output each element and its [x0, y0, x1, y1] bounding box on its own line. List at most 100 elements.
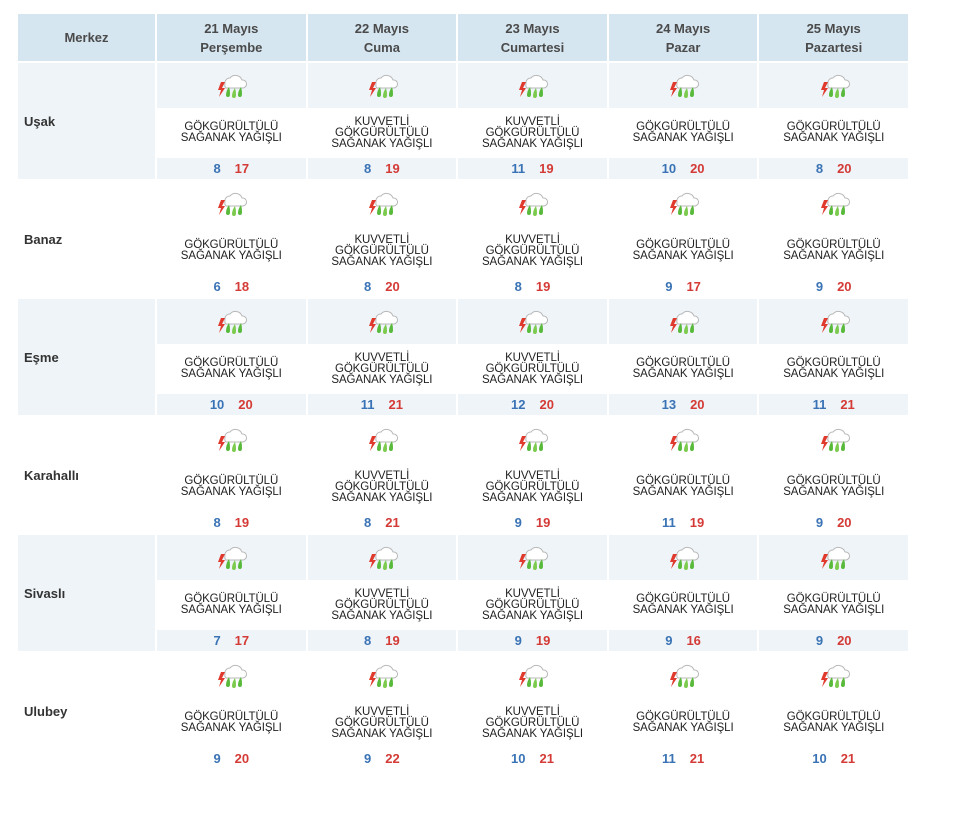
min-temperature: 12 — [511, 397, 526, 412]
day-cell: GÖKGÜRÜLTÜLÜ SAĞANAK YAĞIŞLI 11 19 — [608, 417, 758, 533]
thunderstorm-rain-icon — [368, 310, 398, 334]
weather-description: GÖKGÜRÜLTÜLÜ SAĞANAK YAĞIŞLI — [632, 357, 734, 380]
day-cell: GÖKGÜRÜLTÜLÜ SAĞANAK YAĞIŞLI 8 19 — [157, 417, 306, 533]
weather-description-cell: GÖKGÜRÜLTÜLÜ SAĞANAK YAĞIŞLI — [157, 344, 306, 394]
location-name: Sivaslı — [18, 535, 155, 651]
min-temperature: 10 — [209, 397, 225, 412]
temperature-cell: 11 21 — [308, 394, 457, 415]
weather-description: GÖKGÜRÜLTÜLÜ SAĞANAK YAĞIŞLI — [632, 475, 734, 498]
weather-icon-cell — [458, 535, 607, 580]
day-cell: KUVVETLİ GÖKGÜRÜLTÜLÜ SAĞANAK YAĞIŞLI 10… — [458, 653, 607, 769]
day-cell: KUVVETLİ GÖKGÜRÜLTÜLÜ SAĞANAK YAĞIŞLI 11… — [458, 63, 607, 179]
min-temperature: 10 — [812, 751, 827, 766]
location-name: Banaz — [18, 181, 155, 297]
day-cell: GÖKGÜRÜLTÜLÜ SAĞANAK YAĞIŞLI 10 20 — [608, 63, 758, 179]
max-temperature: 17 — [234, 161, 250, 176]
thunderstorm-rain-icon — [670, 74, 700, 98]
thunderstorm-rain-icon — [519, 310, 549, 334]
max-temperature: 20 — [238, 397, 253, 412]
day-header: 21 Mayıs Perşembe — [157, 14, 306, 61]
weather-description-cell: KUVVETLİ GÖKGÜRÜLTÜLÜ SAĞANAK YAĞIŞLI — [307, 344, 457, 394]
weather-description-cell: KUVVETLİ GÖKGÜRÜLTÜLÜ SAĞANAK YAĞIŞLI — [307, 226, 457, 276]
min-temperature: 9 — [665, 633, 673, 648]
day-cell: GÖKGÜRÜLTÜLÜ SAĞANAK YAĞIŞLI 11 21 — [608, 653, 758, 769]
weather-description-cell: GÖKGÜRÜLTÜLÜ SAĞANAK YAĞIŞLI — [157, 462, 306, 512]
weather-icon-cell — [157, 181, 306, 226]
day-date: 25 Mayıs — [806, 20, 861, 36]
day-cell: GÖKGÜRÜLTÜLÜ SAĞANAK YAĞIŞLI 10 20 — [157, 299, 306, 415]
max-temperature: 19 — [234, 515, 250, 530]
weather-description-cell: GÖKGÜRÜLTÜLÜ SAĞANAK YAĞIŞLI — [608, 698, 758, 748]
temperature-cell: 8 20 — [759, 158, 908, 179]
weather-description: KUVVETLİ GÖKGÜRÜLTÜLÜ SAĞANAK YAĞIŞLI — [481, 705, 583, 740]
day-cell: GÖKGÜRÜLTÜLÜ SAĞANAK YAĞIŞLI 7 17 — [157, 535, 306, 651]
weather-icon-cell — [609, 181, 758, 226]
forecast-row: Eşme GÖKGÜRÜLTÜLÜ SAĞANAK YAĞIŞLI 10 20 K… — [18, 299, 908, 415]
weather-description: GÖKGÜRÜLTÜLÜ SAĞANAK YAĞIŞLI — [783, 239, 885, 262]
forecast-table: Merkez 21 Mayıs Perşembe 22 Mayıs Cuma 23 … — [16, 12, 910, 771]
weather-description: KUVVETLİ GÖKGÜRÜLTÜLÜ SAĞANAK YAĞIŞLI — [331, 705, 433, 740]
max-temperature: 22 — [385, 751, 400, 766]
day-cell: GÖKGÜRÜLTÜLÜ SAĞANAK YAĞIŞLI 9 20 — [759, 535, 908, 651]
weather-description-cell: KUVVETLİ GÖKGÜRÜLTÜLÜ SAĞANAK YAĞIŞLI — [307, 698, 457, 748]
weather-icon-cell — [308, 417, 457, 462]
min-temperature: 9 — [815, 633, 824, 648]
max-temperature: 20 — [837, 633, 852, 648]
weather-icon-cell — [609, 299, 758, 344]
weather-description: GÖKGÜRÜLTÜLÜ SAĞANAK YAĞIŞLI — [783, 121, 885, 144]
weather-description-cell: KUVVETLİ GÖKGÜRÜLTÜLÜ SAĞANAK YAĞIŞLI — [307, 108, 457, 158]
min-temperature: 8 — [364, 633, 372, 648]
weather-description-cell: KUVVETLİ GÖKGÜRÜLTÜLÜ SAĞANAK YAĞIŞLI — [458, 698, 607, 748]
temperature-cell: 11 21 — [609, 748, 758, 769]
weather-description: GÖKGÜRÜLTÜLÜ SAĞANAK YAĞIŞLI — [632, 121, 734, 144]
temperature-cell: 10 20 — [609, 158, 758, 179]
weather-icon-cell — [308, 299, 457, 344]
max-temperature: 20 — [690, 397, 705, 412]
max-temperature: 20 — [837, 515, 852, 530]
temperature-cell: 9 19 — [458, 512, 607, 533]
min-temperature: 10 — [511, 751, 526, 766]
min-temperature: 9 — [514, 515, 522, 530]
location-name: Karahallı — [18, 417, 155, 533]
max-temperature: 21 — [840, 751, 856, 766]
max-temperature: 21 — [388, 397, 403, 412]
weather-description: KUVVETLİ GÖKGÜRÜLTÜLÜ SAĞANAK YAĞIŞLI — [481, 115, 583, 150]
weather-description-cell: GÖKGÜRÜLTÜLÜ SAĞANAK YAĞIŞLI — [157, 226, 306, 276]
max-temperature: 19 — [535, 515, 551, 530]
thunderstorm-rain-icon — [820, 74, 850, 98]
thunderstorm-rain-icon — [519, 192, 549, 216]
weather-description-cell: GÖKGÜRÜLTÜLÜ SAĞANAK YAĞIŞLI — [608, 580, 758, 630]
weather-description: GÖKGÜRÜLTÜLÜ SAĞANAK YAĞIŞLI — [180, 239, 282, 262]
temperature-cell: 7 17 — [157, 630, 306, 651]
weather-description-cell: KUVVETLİ GÖKGÜRÜLTÜLÜ SAĞANAK YAĞIŞLI — [307, 462, 457, 512]
weather-icon-cell — [458, 299, 607, 344]
weather-icon-cell — [308, 181, 457, 226]
weather-description: KUVVETLİ GÖKGÜRÜLTÜLÜ SAĞANAK YAĞIŞLI — [331, 351, 433, 386]
min-temperature: 9 — [213, 751, 221, 766]
temperature-cell: 8 19 — [308, 158, 457, 179]
weather-description-cell: KUVVETLİ GÖKGÜRÜLTÜLÜ SAĞANAK YAĞIŞLI — [307, 580, 457, 630]
location-name: Eşme — [18, 299, 155, 415]
max-temperature: 20 — [385, 279, 400, 294]
location-name: Uşak — [18, 63, 155, 179]
weather-description-cell: KUVVETLİ GÖKGÜRÜLTÜLÜ SAĞANAK YAĞIŞLI — [458, 108, 607, 158]
temperature-cell: 8 19 — [458, 276, 607, 297]
weather-icon-cell — [308, 653, 457, 698]
day-header: 22 Mayıs Cuma — [307, 14, 457, 61]
min-temperature: 9 — [364, 751, 372, 766]
weather-description: GÖKGÜRÜLTÜLÜ SAĞANAK YAĞIŞLI — [180, 711, 282, 734]
thunderstorm-rain-icon — [218, 664, 248, 688]
weather-icon-cell — [458, 181, 607, 226]
weather-description-cell: GÖKGÜRÜLTÜLÜ SAĞANAK YAĞIŞLI — [759, 580, 908, 630]
thunderstorm-rain-icon — [670, 192, 700, 216]
weather-icon-cell — [458, 63, 607, 108]
weather-description-cell: KUVVETLİ GÖKGÜRÜLTÜLÜ SAĞANAK YAĞIŞLI — [458, 344, 607, 394]
temperature-cell: 11 19 — [609, 512, 758, 533]
day-date: 22 Mayıs — [354, 20, 409, 36]
weather-description-cell: GÖKGÜRÜLTÜLÜ SAĞANAK YAĞIŞLI — [608, 226, 758, 276]
weather-description: KUVVETLİ GÖKGÜRÜLTÜLÜ SAĞANAK YAĞIŞLI — [331, 587, 433, 622]
thunderstorm-rain-icon — [368, 428, 398, 452]
